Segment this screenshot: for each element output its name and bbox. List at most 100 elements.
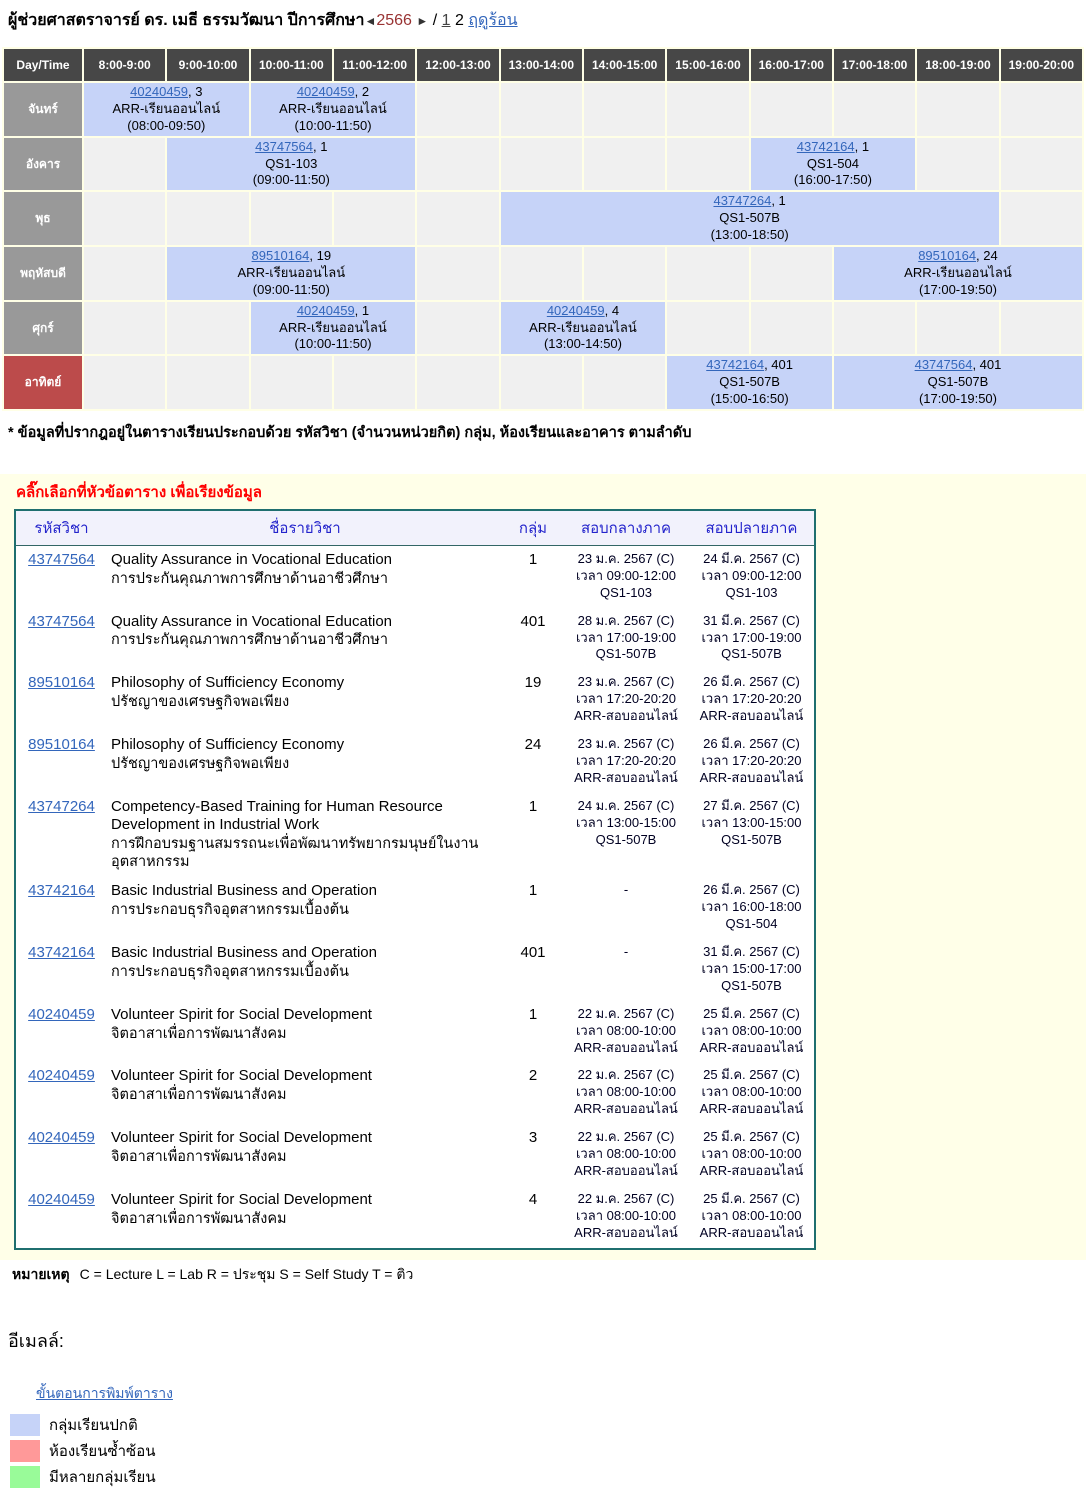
email-label: อีเมลล์: [8,1330,64,1351]
summer-semester-link[interactable]: ฤดูร้อน [468,12,518,29]
day-label: จันทร์ [4,83,82,136]
time-header: 18:00-19:00 [917,49,999,81]
course-code-link[interactable]: 40240459 [28,1067,95,1085]
class-session: 43742164, 1 QS1-504 (16:00-17:50) [750,137,916,191]
course-code-link[interactable]: 43747564 [28,551,95,569]
midterm-exam-cell: 23 ม.ค. 2567 (C) เวลา 17:20-20:20 ARR-สอบอ… [574,674,678,724]
class-session: 43747564, 401 QS1-507B (17:00-19:50) [833,356,1082,410]
legend-label: กลุ่มเรียนปกติ [49,1416,138,1434]
course-name-en: Volunteer Spirit for Social Development [111,1067,372,1085]
empty-slot [667,247,749,300]
course-code-link[interactable]: 43747564 [28,612,95,630]
course-code-link[interactable]: 40240459 [130,84,189,99]
legend-row: มีหลายกลุ่มเรียน [10,1465,1086,1489]
empty-slot [750,301,832,355]
day-label: อังคาร [4,137,82,191]
time-header: 13:00-14:00 [500,49,582,81]
course-name-cell: Philosophy of Sufficiency Economy ปรัชญาข… [107,669,503,731]
course-group-cell: 401 [520,612,546,630]
empty-slot [417,192,499,246]
course-code-cell: 89510164 [15,669,107,731]
course-code-link[interactable]: 89510164 [918,248,977,264]
empty-slot [917,137,999,191]
empty-slot [750,247,832,300]
course-code-link[interactable]: 43747264 [28,797,95,815]
course-col-header[interactable]: สอบปลายภาค [689,510,815,547]
lecturer-name: ผู้ช่วยศาสตราจารย์ ดร. เมธี ธรรมวัฒนา [8,12,284,29]
course-code-link[interactable]: 40240459 [296,84,355,99]
class-session: 40240459, 1 ARR-เรียนออนไลน์ (10:00-11:50) [250,301,416,355]
print-steps-link[interactable]: ขั้นตอนการพิมพ์ตาราง [36,1384,173,1401]
course-name-cell: Basic Industrial Business and Operation ก… [107,877,503,939]
midterm-exam-cell: 22 ม.ค. 2567 (C) เวลา 08:00-10:00 ARR-สอบอ… [574,1190,678,1240]
course-code-link[interactable]: 43747564 [255,138,313,154]
class-session: 89510164, 24 ARR-เรียนออนไลน์ (17:00-19:50… [833,247,1082,300]
course-group-cell: 1 [528,797,538,815]
semester-2-current: 2 [455,12,464,29]
course-col-header[interactable]: รหัสวิชา [15,510,107,547]
course-name-en: Basic Industrial Business and Operation [111,944,377,962]
page-header: ผู้ช่วยศาสตราจารย์ ดร. เมธี ธรรมวัฒนา ปี… [0,0,1086,47]
course-name-cell: Quality Assurance in Vocational Educatio… [107,546,503,608]
midterm-exam-cell: - [623,882,629,898]
course-code-cell: 40240459 [15,1186,107,1249]
course-code-link[interactable]: 43742164 [28,882,95,900]
day-label: พุธ [4,192,82,246]
time-header: 15:00-16:00 [667,49,749,81]
course-code-link[interactable]: 40240459 [28,1190,95,1208]
course-code-link[interactable]: 40240459 [28,1129,95,1147]
time-header: 12:00-13:00 [417,49,499,81]
course-code-cell: 43747564 [15,608,107,670]
course-name-th: การประกอบธุรกิจอุตสาหกรรมเบื้องต้น [111,902,349,919]
course-name-th: จิตอาสาเพื่อการพัฒนาสังคม [111,1148,287,1165]
course-col-header[interactable]: กลุ่ม [503,510,563,547]
midterm-exam-cell: 22 ม.ค. 2567 (C) เวลา 08:00-10:00 ARR-สอบอ… [574,1129,678,1178]
course-name-th: จิตอาสาเพื่อการพัฒนาสังคม [111,1087,287,1104]
next-year-arrow-icon[interactable]: ► [416,14,429,28]
course-col-header[interactable]: ชื่อรายวิชา [107,510,503,547]
empty-slot [667,83,749,136]
course-code-link[interactable]: 43742164 [796,138,855,154]
course-code-link[interactable]: 43747564 [914,357,973,373]
course-name-en: Philosophy of Sufficiency Economy [111,674,345,692]
timetable-body: จันทร์ 40240459, 3 ARR-เรียนออนไลน์ (08:00-… [4,83,1082,410]
timetable-grid: Day/Time 8:00-9:00 9:00-10:00 10:00-11:00 1… [2,47,1084,412]
empty-slot [1000,137,1082,191]
semester-1-link[interactable]: 1 [441,12,451,29]
course-code-link[interactable]: 40240459 [28,1005,95,1023]
course-col-header[interactable]: สอบกลางภาค [563,510,689,547]
course-group-cell: 401 [520,944,546,962]
empty-slot [333,356,416,410]
empty-slot [417,83,499,136]
midterm-exam-cell: 22 ม.ค. 2567 (C) เวลา 08:00-10:00 ARR-สอบอ… [574,1067,678,1117]
day-time-corner: Day/Time [4,49,82,81]
legend-swatch [10,1465,40,1488]
empty-slot [417,301,499,355]
course-row: 40240459 Volunteer Spirit for Social Deve… [15,1124,815,1186]
course-name-cell: Quality Assurance in Vocational Educatio… [107,608,503,670]
course-code-link[interactable]: 43742164 [28,944,95,962]
course-code-cell: 43742164 [15,877,107,939]
class-session: 40240459, 3 ARR-เรียนออนไลน์ (08:00-09:50) [84,83,249,136]
class-session: 40240459, 2 ARR-เรียนออนไลน์ (10:00-11:50) [250,83,416,136]
course-code-cell: 40240459 [15,1001,107,1063]
course-row: 40240459 Volunteer Spirit for Social Deve… [15,1001,815,1063]
course-row: 89510164 Philosophy of Sufficiency Econom… [15,669,815,731]
course-code-link[interactable]: 89510164 [28,736,95,754]
course-code-link[interactable]: 89510164 [251,248,310,264]
course-group-cell: 4 [528,1190,538,1208]
course-code-link[interactable]: 89510164 [28,674,95,692]
course-code-link[interactable]: 40240459 [546,302,605,318]
course-code-link[interactable]: 43747264 [713,193,772,209]
legend-label: ห้องเรียนซ้ำซ้อน [49,1442,156,1460]
class-session: 43747264, 1 QS1-507B (13:00-18:50) [500,192,999,246]
course-code-link[interactable]: 43742164 [706,357,765,373]
course-code-link[interactable]: 40240459 [296,302,355,318]
course-name-th: การประกันคุณภาพการศึกษาด้านอาชีวศึกษา [111,632,388,649]
legend-swatch [10,1439,40,1462]
prev-year-arrow-icon[interactable]: ◄ [364,14,377,28]
course-name-th: การฝึกอบรมฐานสมรรถนะเพื่อพัฒนาทรัพยากรมน… [111,836,479,871]
notes-line: หมายเหตุ C = Lecture L = Lab R = ประชุม S… [12,1264,1086,1286]
empty-slot [84,301,166,355]
midterm-exam-cell: 28 ม.ค. 2567 (C) เวลา 17:00-19:00 QS1-507B [575,612,676,662]
